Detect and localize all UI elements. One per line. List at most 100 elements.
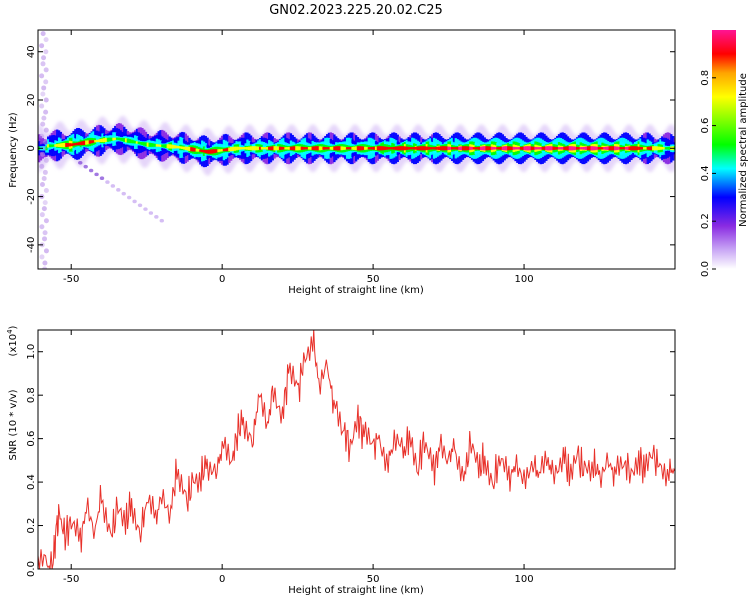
snr-panel: -50 0 50 100 0.0 0.2 0.4 0.6 0.8 1.0 Height of s… [6, 325, 676, 596]
y-tick-label: 0.6 [26, 431, 37, 447]
snr-series-line [38, 330, 675, 569]
spectrogram-echo [126, 195, 132, 200]
x-tick-label: -50 [63, 574, 79, 585]
spectrogram-speckle [43, 109, 49, 115]
snr-background [38, 330, 675, 569]
spectrogram-y-label: Frequency (Hz) [8, 112, 19, 188]
spectrogram-frame [37, 29, 676, 270]
spectrogram-speckle [39, 212, 45, 218]
x-tick-label: 100 [515, 274, 534, 285]
y-tick-label: 0.4 [26, 474, 37, 490]
snr-y-ticks: 0.0 0.2 0.4 0.6 0.8 1.0 [26, 344, 675, 577]
spectrogram-speckle [40, 91, 46, 97]
x-tick-label: 0 [219, 574, 225, 585]
spectrogram-speckle [41, 85, 47, 91]
x-tick-label: -50 [63, 274, 79, 285]
y-tick-label: 0.8 [26, 387, 37, 403]
spectrogram-speckle [43, 157, 49, 163]
spectrogram-echo [83, 164, 88, 169]
spectrogram-speckle [42, 200, 48, 206]
colorbar-label: Normalized spectral amplitude [738, 73, 749, 227]
y-tick-label: -20 [26, 188, 37, 204]
chart-title: GN02.2023.225.20.02.C25 [269, 3, 443, 18]
y-tick-label: 20 [26, 94, 37, 107]
spectrogram-speckle [43, 79, 49, 85]
spectrogram-speckle [41, 206, 47, 212]
spectrogram-speckle [41, 145, 47, 151]
snr-y-label: SNR (10 * v/v) [8, 389, 19, 460]
x-tick-label: 50 [367, 574, 380, 585]
x-tick-label: 0 [219, 274, 225, 285]
snr-scale-exponent: 4 [6, 329, 14, 334]
colorbar-tick-label: 0.6 [700, 118, 711, 134]
spectrogram-speckle [39, 73, 45, 79]
spectrogram-speckle [41, 175, 47, 181]
spectrogram-speckle [40, 121, 46, 127]
colorbar-tick-label: 0.2 [700, 213, 711, 229]
colorbar-gradient [712, 30, 736, 269]
spectrogram-echo [148, 211, 154, 215]
spectrogram-speckle [43, 127, 49, 133]
spectrogram-speckle [39, 224, 45, 230]
spectrogram-speckle [43, 248, 49, 254]
spectrogram-speckle [39, 133, 45, 139]
spectrogram-speckle [40, 151, 46, 157]
y-tick-label: 40 [26, 45, 37, 58]
spectrogram-speckle [40, 61, 46, 67]
spectrogram-speckle [43, 188, 49, 194]
y-tick-label: 0 [26, 145, 37, 151]
spectrogram-echo [116, 188, 121, 192]
y-tick-label: -40 [26, 237, 37, 253]
spectrogram-speckle [39, 43, 45, 49]
spectrogram-echo [99, 176, 105, 181]
spectrogram-speckle [43, 49, 49, 55]
spectrogram-speckle [42, 260, 48, 266]
y-tick-label: 0.2 [26, 518, 37, 534]
spectrogram-echo [154, 215, 159, 219]
colorbar: 0.0 0.2 0.4 0.6 0.8 Normalized spectral ampl… [700, 30, 749, 277]
spectrogram-speckle [39, 103, 45, 109]
spectrogram-echo [94, 172, 99, 177]
spectrogram-echo [159, 218, 164, 223]
spectrogram-echo [137, 203, 143, 208]
spectrogram-echo [110, 184, 116, 188]
spectrogram-speckle [43, 37, 49, 43]
spectrogram-speckle [41, 115, 47, 121]
spectrogram-echo [88, 168, 94, 173]
snr-scale-prefix: (x10 [8, 334, 19, 357]
spectrogram-speckle [42, 139, 48, 145]
snr-plot [38, 330, 675, 569]
spectrogram-echo [105, 180, 110, 184]
y-tick-label: 0.0 [26, 561, 37, 577]
snr-x-label: Height of straight line (km) [288, 585, 424, 596]
spectrogram-echo [132, 199, 137, 204]
spectrogram-speckle [42, 266, 48, 269]
spectrogram-speckle [39, 254, 45, 260]
spectrogram-echo [143, 207, 148, 211]
x-tick-label: 50 [367, 274, 380, 285]
snr-frame [37, 329, 676, 570]
spectrogram-speckle [42, 236, 48, 242]
spectrogram-speckle [40, 31, 46, 37]
spectrogram-speckle [42, 230, 48, 236]
spectrogram-x-label: Height of straight line (km) [288, 285, 424, 296]
spectrogram-y-ticks: -40 -20 0 20 40 [26, 45, 675, 253]
colorbar-tick-label: 0.4 [700, 165, 711, 181]
spectrogram-echo [78, 160, 83, 165]
y-tick-label: 1.0 [26, 344, 37, 360]
x-tick-label: 100 [515, 574, 534, 585]
spectrogram-speckle [43, 97, 49, 103]
spectrogram-speckle [43, 67, 49, 73]
spectrogram-speckle [39, 163, 45, 169]
svg-text:(x104): (x104) [6, 325, 19, 356]
snr-x-ticks: -50 0 50 100 [63, 330, 534, 585]
spectrogram-echo [121, 191, 126, 196]
colorbar-tick-label: 0.8 [700, 70, 711, 86]
spectrogram-speckle [41, 55, 47, 61]
spectrogram-speckle [42, 169, 48, 175]
colorbar-ticks: 0.0 0.2 0.4 0.6 0.8 [700, 70, 716, 277]
spectrogram-panel: -50 0 50 100 -40 -20 0 20 40 Height of straight… [8, 29, 676, 296]
spectrogram-x-ticks: -50 0 50 100 [63, 30, 534, 285]
snr-scale-label: (x104) [6, 325, 19, 356]
